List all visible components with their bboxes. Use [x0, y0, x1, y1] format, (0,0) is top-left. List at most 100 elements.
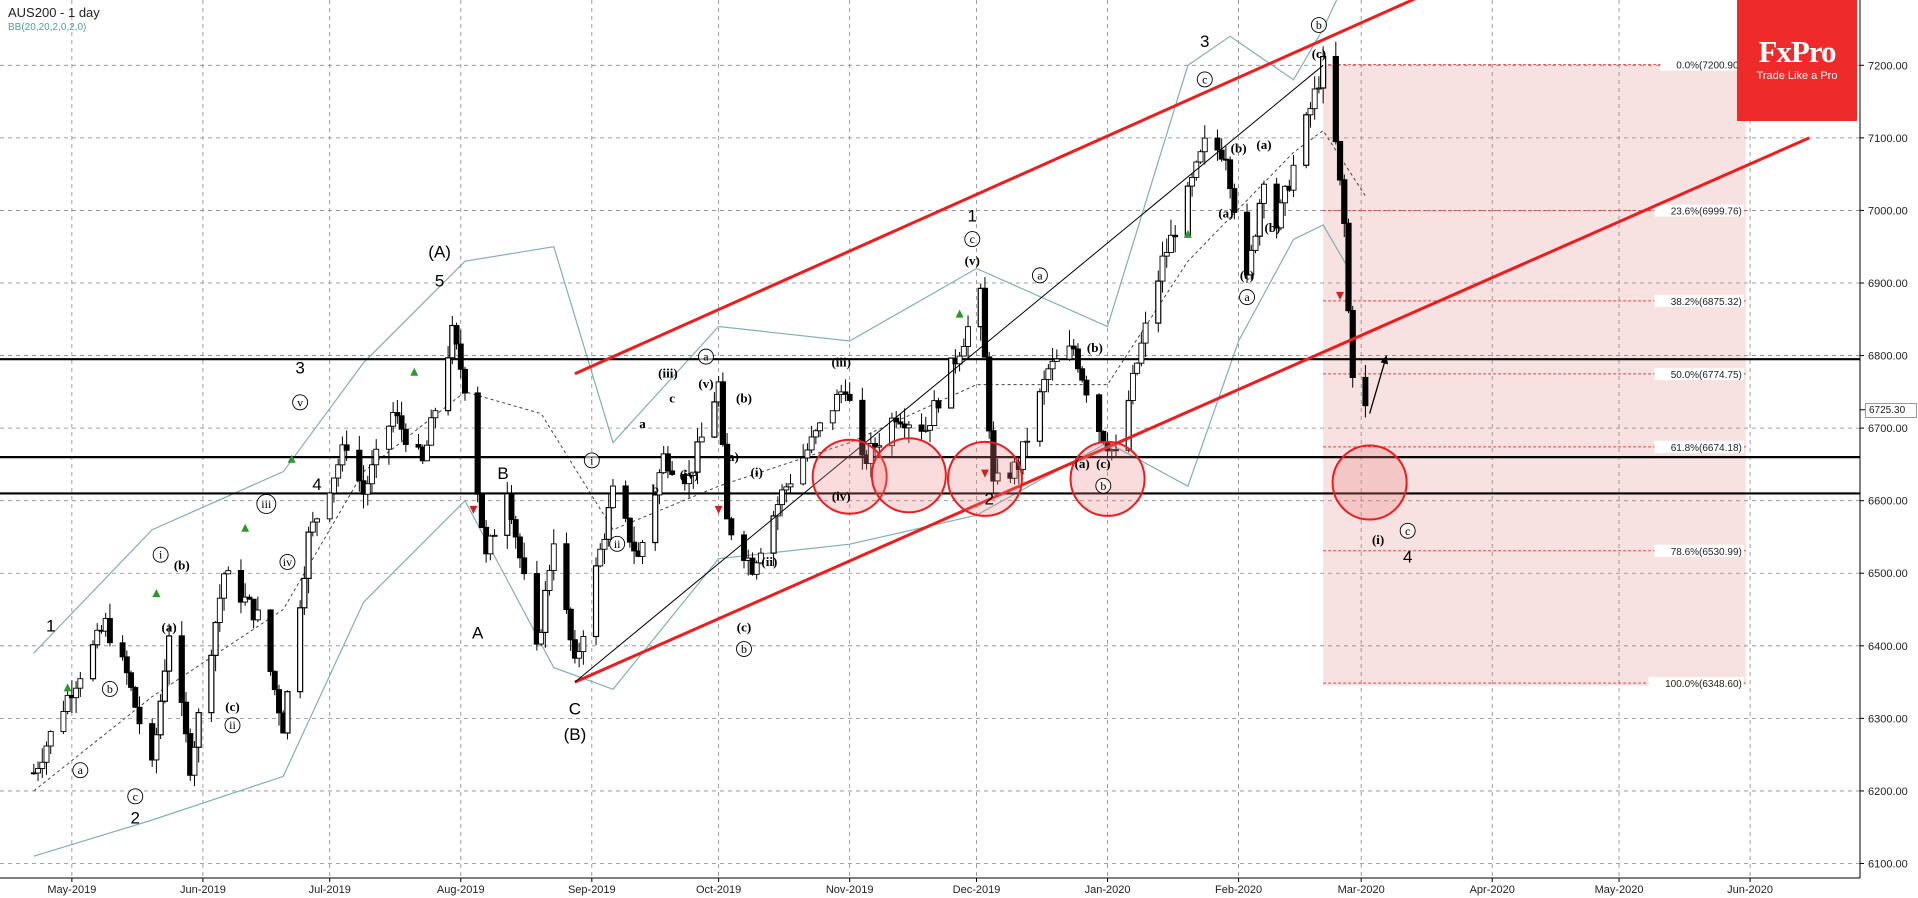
candle-body [424, 444, 430, 462]
projection-arrow [1369, 355, 1388, 414]
candle-body [876, 445, 883, 448]
candle-body [1095, 394, 1103, 432]
candle-body [694, 441, 701, 473]
candle-body [237, 570, 245, 603]
candle-body [77, 678, 84, 689]
candle-body [787, 483, 794, 488]
wave-label: c [1405, 524, 1410, 538]
candle-body [1070, 345, 1077, 350]
wave-label: b [741, 642, 747, 656]
candle-body [339, 444, 346, 466]
signal-up-arrow [152, 589, 161, 598]
y-tick-label: 6700.00 [1868, 423, 1908, 435]
candle-body [1248, 249, 1255, 276]
signal-up-arrow [955, 309, 964, 318]
bollinger-upper [33, 0, 1338, 654]
candle-body [1341, 179, 1348, 224]
candle-body [398, 415, 405, 430]
wave-label-circle [964, 231, 981, 248]
wave-label: 1 [46, 616, 55, 635]
wave-label-circle [609, 535, 626, 552]
candle-body [1053, 358, 1060, 362]
candle-body [415, 444, 422, 448]
candle-body [622, 485, 629, 519]
candle-body [897, 421, 904, 425]
fib-label-bg [1660, 58, 1744, 71]
candle-body [927, 425, 933, 431]
y-tick-label: 7200.00 [1868, 60, 1908, 72]
fib-label-bg [1654, 204, 1744, 217]
wave-label: (c) [1312, 46, 1326, 61]
candle-body [626, 517, 633, 543]
wave-label: b [652, 481, 659, 496]
candle-body [774, 504, 781, 517]
candle-body [326, 492, 333, 520]
fib-label-bg [1654, 294, 1744, 307]
x-tick-label: Sep-2019 [568, 884, 616, 896]
candle-body [567, 608, 574, 641]
candle-body [246, 596, 253, 600]
wave-label-circle [583, 452, 600, 469]
wave-label: b [1100, 479, 1106, 493]
wave-label: (b) [736, 391, 752, 406]
projection-arrowhead [1380, 355, 1389, 365]
wave-label: (c) [1096, 456, 1110, 471]
candle-body [385, 425, 392, 450]
highlight-circle [811, 438, 888, 515]
candle-body [250, 598, 257, 621]
wave-label: i [159, 548, 163, 562]
candle-body [1049, 360, 1056, 370]
highlight-circle [946, 440, 1023, 517]
candle-body [829, 410, 836, 424]
signal-down-arrow [469, 505, 478, 514]
wave-label: (iii) [831, 354, 851, 369]
candle-body [686, 474, 692, 485]
wave-label: (A) [428, 243, 451, 262]
channel-upper-line [574, 0, 1416, 376]
fxpro-logo[interactable]: FxPro Trade Like a Pro [1737, 0, 1857, 121]
candle-body [834, 394, 840, 412]
chart-title: AUS200 - 1 day [8, 5, 100, 20]
fib-level-label: 0.0%(7200.90) [1676, 61, 1742, 72]
candle-body [390, 412, 397, 427]
wave-label: 4 [312, 475, 321, 494]
wave-label: (a) [1075, 456, 1090, 471]
fib-level-label: 23.6%(6999.76) [1671, 207, 1742, 218]
candle-body [965, 326, 971, 347]
wave-label-circle [1310, 17, 1327, 33]
wave-label-circle [698, 348, 714, 365]
wave-label: c [133, 789, 138, 803]
candle-body [960, 345, 967, 357]
x-tick-label: Jun-2020 [1727, 884, 1773, 896]
wave-label: A [472, 624, 484, 643]
wave-label: (c) [225, 699, 239, 714]
candle-body [221, 573, 227, 599]
candle-body [542, 589, 549, 634]
candle-body [1243, 211, 1251, 276]
candle-body [719, 381, 726, 445]
candle-body [533, 573, 540, 645]
candle-body [343, 444, 350, 451]
candle-body [757, 552, 764, 564]
highlight-circle [1069, 440, 1146, 517]
fib-label-bg [1654, 367, 1744, 380]
candle-body [639, 542, 646, 557]
candle-body [462, 368, 468, 394]
candle-body [1332, 55, 1339, 143]
x-tick-label: Feb-2020 [1215, 884, 1262, 896]
candle-body [956, 355, 963, 365]
candle-body [1066, 345, 1073, 360]
candle-body [893, 417, 900, 423]
candle-body [652, 494, 659, 544]
candle-body [1113, 449, 1119, 452]
candle-body [1168, 234, 1174, 253]
candle-body [571, 639, 578, 659]
candle-body [546, 570, 553, 591]
highlight-circle [1331, 444, 1408, 521]
candle-body [444, 357, 452, 412]
wave-label: (b) [1087, 340, 1103, 355]
candle-body [867, 442, 874, 465]
candle-body [276, 689, 282, 714]
candle-body [254, 609, 261, 621]
